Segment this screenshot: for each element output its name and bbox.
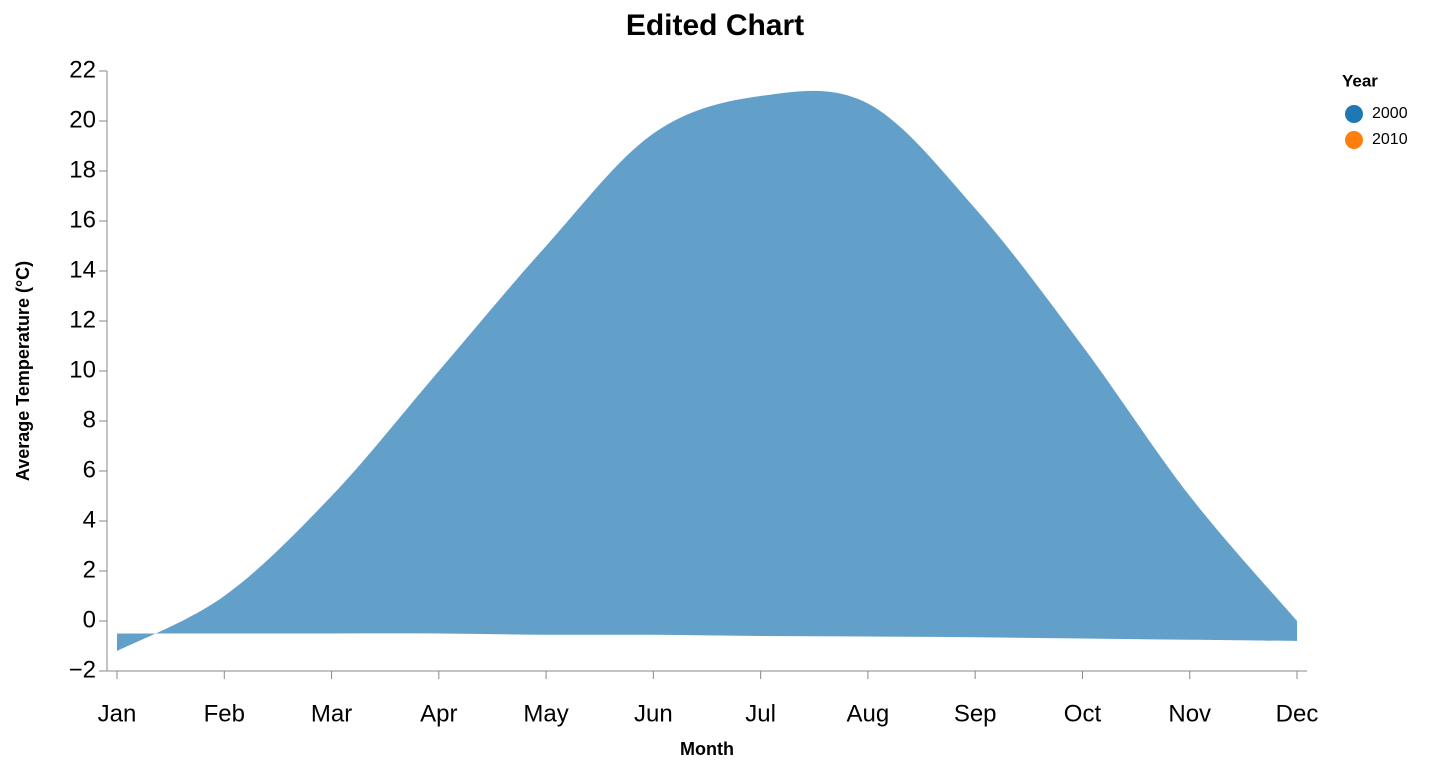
x-tick-label: Jan [98, 700, 137, 727]
y-tick-label: 20 [69, 106, 96, 133]
y-axis-title: Average Temperature (°C) [13, 261, 33, 481]
legend-label: 2000 [1372, 105, 1408, 122]
x-tick-label: Feb [204, 700, 245, 727]
y-tick-label: 4 [83, 506, 96, 533]
y-tick-label: 0 [83, 606, 96, 633]
y-tick-label: −2 [69, 656, 96, 683]
y-tick-label: 22 [69, 56, 96, 83]
legend-label: 2010 [1372, 131, 1408, 148]
legend-title: Year [1342, 71, 1378, 90]
y-tick-label: 14 [69, 256, 96, 283]
x-tick-label: Aug [847, 700, 890, 727]
legend-swatch [1345, 131, 1363, 149]
y-tick-label: 2 [83, 556, 96, 583]
legend-swatch [1345, 105, 1363, 123]
x-tick-label: Oct [1064, 700, 1102, 727]
x-tick-label: Sep [954, 700, 997, 727]
y-tick-label: 18 [69, 156, 96, 183]
x-tick-label: May [523, 700, 568, 727]
x-tick-label: Dec [1276, 700, 1319, 727]
area-band [117, 90, 1297, 651]
x-tick-label: Mar [311, 700, 352, 727]
x-axis-title: Month [680, 739, 734, 759]
y-tick-label: 12 [69, 306, 96, 333]
x-tick-label: Jul [745, 700, 776, 727]
y-tick-label: 16 [69, 206, 96, 233]
x-tick-label: Apr [420, 700, 457, 727]
y-tick-label: 8 [83, 406, 96, 433]
y-tick-label: 10 [69, 356, 96, 383]
x-tick-label: Nov [1168, 700, 1211, 727]
y-tick-label: 6 [83, 456, 96, 483]
chart-title: Edited Chart [626, 9, 804, 42]
x-tick-label: Jun [634, 700, 673, 727]
